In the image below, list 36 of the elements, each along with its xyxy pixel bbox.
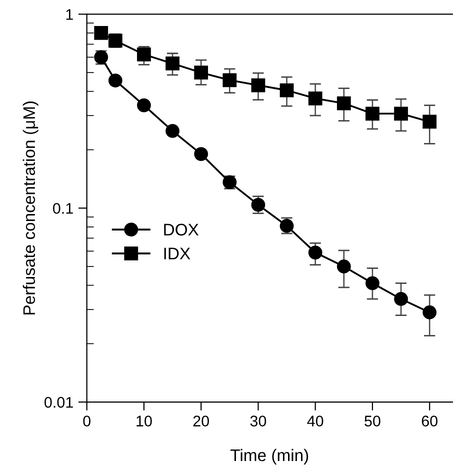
y-tick-label: 1 <box>66 9 73 20</box>
y-tick-label: 0.01 <box>44 396 73 408</box>
x-tick-label: 50 <box>364 416 380 426</box>
point <box>166 124 180 138</box>
y-axis-title: Perfusate concentration (μM) <box>22 102 38 314</box>
point <box>366 106 380 121</box>
x-tick-label: 60 <box>422 416 438 426</box>
x-tick-label: 10 <box>136 416 152 426</box>
point <box>137 98 151 112</box>
point <box>108 74 122 88</box>
point <box>166 56 180 70</box>
point <box>336 260 351 274</box>
x-tick-label: 30 <box>250 416 266 426</box>
point <box>194 147 208 162</box>
x-tick-label: 40 <box>307 416 324 426</box>
x-tick-label: 0 <box>83 416 90 426</box>
point <box>308 91 322 106</box>
x-axis-title: Time (min) <box>230 448 308 464</box>
point <box>137 48 151 62</box>
point <box>251 198 266 212</box>
legend-label: IDX <box>164 248 190 260</box>
point <box>222 73 237 88</box>
point <box>394 106 408 121</box>
point <box>94 26 108 40</box>
point <box>394 292 408 306</box>
point <box>251 78 266 92</box>
point <box>194 66 208 80</box>
point <box>308 246 322 260</box>
point <box>336 96 351 110</box>
y-tick-label: 0.1 <box>52 202 73 214</box>
x-tick-label: 20 <box>193 416 209 426</box>
point <box>366 276 380 290</box>
point <box>422 305 437 320</box>
point <box>422 114 437 129</box>
point <box>280 83 294 98</box>
legend-label: DOX <box>164 224 199 236</box>
